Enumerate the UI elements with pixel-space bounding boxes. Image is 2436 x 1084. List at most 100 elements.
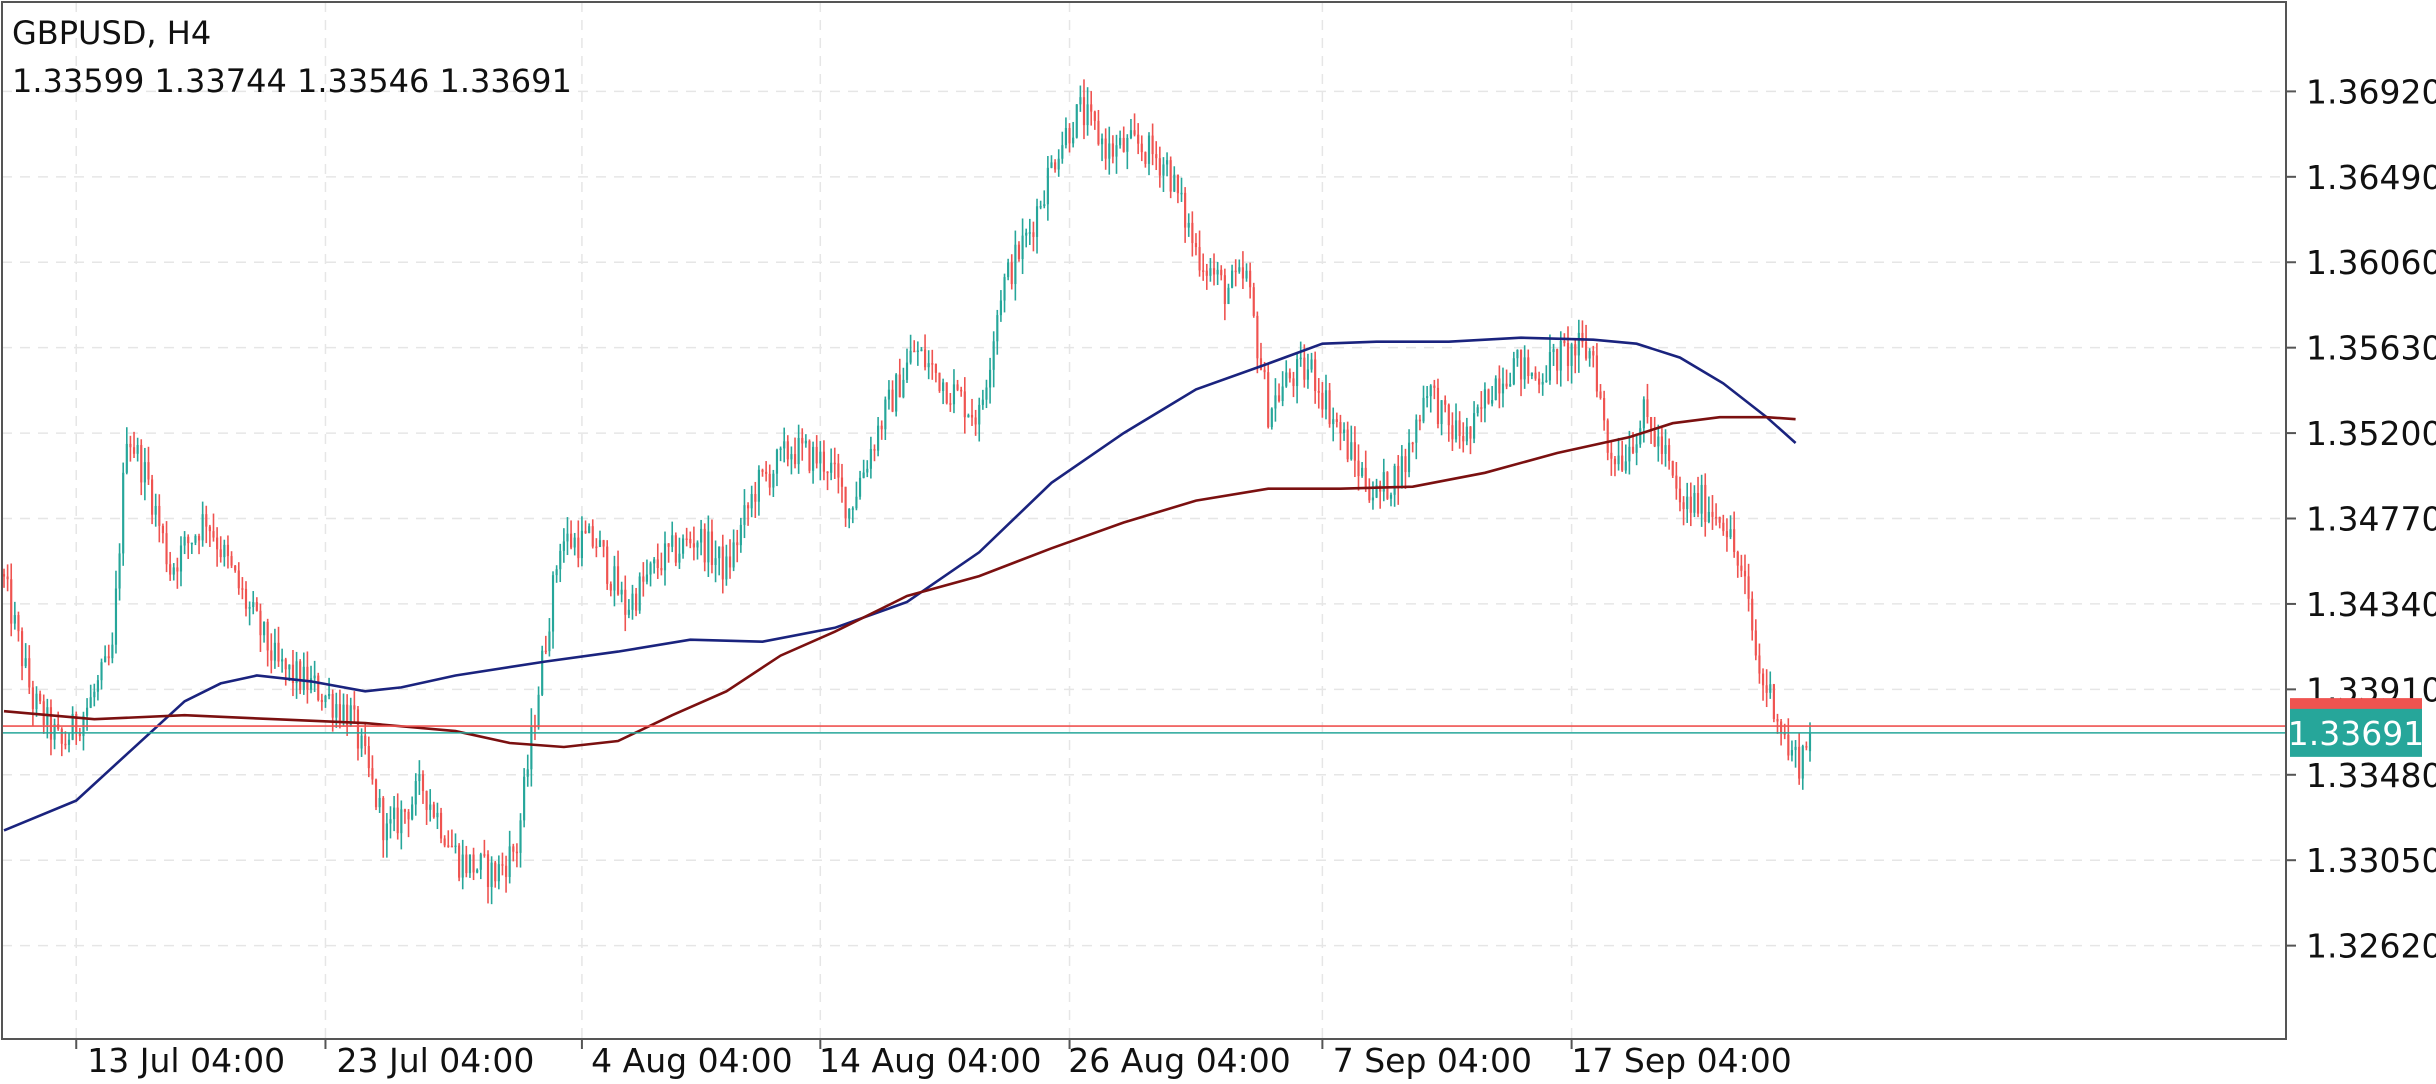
- candle-body: [671, 535, 674, 547]
- candle-body: [1317, 390, 1320, 393]
- candle-body: [1675, 475, 1678, 489]
- candle-body: [949, 403, 952, 405]
- candle-body: [378, 797, 381, 808]
- candle-body: [801, 437, 804, 444]
- candle-body: [317, 675, 320, 700]
- candle-body: [306, 666, 309, 690]
- candle-body: [1021, 235, 1024, 260]
- candle-body: [136, 445, 139, 454]
- candle-body: [1436, 387, 1440, 425]
- candle-body: [1303, 357, 1306, 380]
- candle-body: [1610, 452, 1613, 459]
- candle-body: [183, 536, 186, 546]
- candle-body: [1642, 399, 1645, 429]
- candle-body: [1256, 315, 1259, 359]
- candle-body: [620, 589, 623, 595]
- candle-body: [161, 525, 165, 534]
- candle-body: [1133, 130, 1136, 135]
- candle-body: [1169, 160, 1172, 192]
- candle-body: [1747, 576, 1750, 599]
- candle-body: [1465, 426, 1468, 442]
- candle-body: [891, 389, 894, 412]
- candle-body: [1407, 442, 1411, 473]
- candle-body: [566, 533, 569, 542]
- candle-body: [154, 505, 157, 515]
- candle-body: [96, 680, 99, 692]
- candle-body: [1072, 137, 1075, 144]
- candle-body: [1552, 349, 1555, 353]
- y-tick-label: 1.36920: [2306, 72, 2436, 111]
- candle-body: [1592, 351, 1595, 356]
- candle-body: [1342, 429, 1346, 434]
- candle-body: [1259, 358, 1263, 370]
- candle-body: [1570, 344, 1573, 366]
- candle-body: [6, 576, 9, 580]
- candle-body: [421, 774, 425, 791]
- candle-body: [1621, 455, 1624, 471]
- candle-body: [1079, 97, 1082, 105]
- candle-body: [956, 384, 959, 390]
- candle-body: [999, 300, 1002, 316]
- candle-body: [721, 546, 724, 580]
- candle-body: [219, 549, 222, 558]
- candle-body: [1451, 425, 1454, 440]
- candle-body: [772, 473, 775, 488]
- candle-body: [667, 543, 670, 547]
- candle-body: [226, 544, 230, 557]
- candle-body: [100, 662, 103, 681]
- candle-body: [1534, 372, 1537, 379]
- candle-body: [176, 567, 179, 572]
- candle-body: [1725, 531, 1729, 538]
- candle-body: [31, 687, 34, 710]
- candle-body: [1566, 343, 1570, 366]
- candle-body: [1400, 456, 1403, 489]
- candle-body: [1126, 137, 1129, 152]
- candle-body: [779, 448, 782, 450]
- candle-body: [1082, 97, 1086, 126]
- candle-body: [288, 664, 291, 670]
- candle-body: [1491, 400, 1494, 404]
- candle-body: [616, 566, 620, 595]
- candle-body: [555, 569, 558, 576]
- candle-body: [67, 739, 71, 745]
- candle-body: [1462, 436, 1465, 442]
- candle-body: [1805, 746, 1808, 748]
- candle-body: [1227, 287, 1230, 305]
- candle-body: [1238, 267, 1241, 272]
- candle-body: [750, 494, 753, 509]
- candle-body: [1314, 359, 1317, 391]
- candle-body: [468, 854, 472, 874]
- candle-body: [1346, 429, 1349, 460]
- candle-body: [1093, 111, 1096, 121]
- candle-body: [367, 746, 370, 769]
- candle-body: [1733, 529, 1736, 552]
- candle-body: [761, 469, 764, 472]
- candle-body: [320, 699, 323, 703]
- candle-body: [1505, 383, 1508, 387]
- candle-body: [613, 566, 616, 591]
- candle-body: [1671, 460, 1674, 476]
- candle-body: [1350, 442, 1353, 460]
- candle-body: [1216, 269, 1219, 275]
- candle-body: [17, 615, 20, 632]
- candle-body: [169, 564, 172, 575]
- price-axis[interactable]: 1.36920 1.36490 1.36060 1.35630 1.35200 1.347…: [2286, 72, 2436, 966]
- candle-body: [793, 454, 797, 465]
- candle-body: [996, 315, 999, 342]
- candle-body: [988, 369, 992, 388]
- candle-body: [212, 531, 215, 538]
- time-axis[interactable]: 13 Jul 04:00 23 Jul 04:00 4 Aug 04:00 14 Au…: [75, 1039, 1792, 1080]
- candle-body: [501, 864, 504, 866]
- candle-body: [241, 588, 244, 590]
- candle-body: [1147, 135, 1151, 164]
- candle-body: [822, 451, 826, 472]
- y-tick-label: 1.34770: [2306, 500, 2436, 539]
- candle-body: [230, 556, 233, 566]
- candle-body: [768, 473, 771, 488]
- candle-body: [1473, 413, 1476, 439]
- candle-body: [714, 558, 717, 565]
- candle-body: [295, 661, 298, 684]
- candle-body: [1064, 128, 1068, 146]
